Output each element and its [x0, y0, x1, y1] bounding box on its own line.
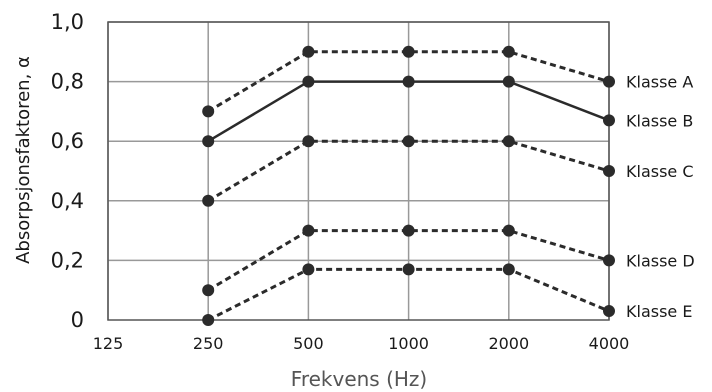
- data-point-klasse-d: [603, 254, 615, 267]
- data-point-klasse-b: [603, 114, 615, 127]
- data-point-klasse-e: [603, 305, 615, 318]
- data-point-klasse-c: [502, 135, 515, 148]
- y-tick-label: 0,2: [51, 248, 84, 272]
- data-point-klasse-d: [302, 224, 315, 237]
- series-label-klasse-c: Klasse C: [626, 162, 694, 181]
- data-point-klasse-c: [402, 135, 415, 148]
- data-point-klasse-a: [402, 45, 415, 58]
- y-axis-label: Absorpsjonsfaktoren, α: [13, 56, 34, 264]
- y-tick-label: 1,0: [51, 10, 84, 34]
- y-tick-label: 0,4: [51, 189, 84, 213]
- series-label-klasse-d: Klasse D: [626, 251, 695, 270]
- data-point-klasse-d: [202, 284, 215, 297]
- x-tick-label: 500: [293, 334, 324, 353]
- data-point-klasse-e: [402, 263, 415, 276]
- data-point-klasse-e: [202, 314, 215, 326]
- y-tick-label: 0: [71, 308, 84, 332]
- data-point-klasse-c: [202, 194, 215, 207]
- data-point-klasse-a: [202, 105, 215, 118]
- data-point-klasse-a: [302, 45, 315, 58]
- series-line-klasse-a: [207, 50, 610, 113]
- data-point-klasse-d: [402, 224, 415, 237]
- series-line-klasse-c: [207, 139, 610, 203]
- data-point-klasse-b: [402, 75, 415, 88]
- plot-frame: [107, 21, 610, 321]
- series-labels: Klasse A Klasse B Klasse C Klasse D Klasse E: [626, 73, 695, 321]
- x-tick-label: 1000: [388, 334, 429, 353]
- y-tick-label: 0,6: [51, 129, 84, 153]
- series-label-klasse-e: Klasse E: [626, 302, 692, 321]
- data-point-klasse-c: [603, 165, 615, 177]
- data-point-klasse-e: [502, 263, 515, 276]
- x-tick-label: 125: [93, 334, 124, 353]
- data-point-klasse-d: [502, 224, 515, 237]
- data-point-klasse-b: [202, 135, 215, 148]
- data-point-klasse-a: [603, 75, 615, 88]
- data-point-klasse-e: [302, 263, 315, 276]
- x-tick-labels: 125 250 500 1000 2000 4000: [93, 334, 630, 353]
- data-point-klasse-a: [502, 45, 515, 58]
- series-label-klasse-a: Klasse A: [626, 73, 693, 92]
- grid: [107, 21, 610, 321]
- y-tick-labels: 0 0,2 0,4 0,6 0,8 1,0: [51, 10, 84, 332]
- series-group: [202, 45, 615, 326]
- data-point-klasse-b: [302, 75, 315, 88]
- x-tick-label: 4000: [589, 334, 630, 353]
- series-label-klasse-b: Klasse B: [626, 111, 693, 130]
- data-point-klasse-c: [302, 135, 315, 148]
- y-tick-label: 0,8: [51, 70, 84, 94]
- data-point-klasse-b: [502, 75, 515, 88]
- x-tick-label: 250: [193, 334, 224, 353]
- series-line-klasse-d: [207, 229, 610, 292]
- x-axis-label: Frekvens (Hz): [291, 367, 427, 391]
- x-tick-label: 2000: [488, 334, 529, 353]
